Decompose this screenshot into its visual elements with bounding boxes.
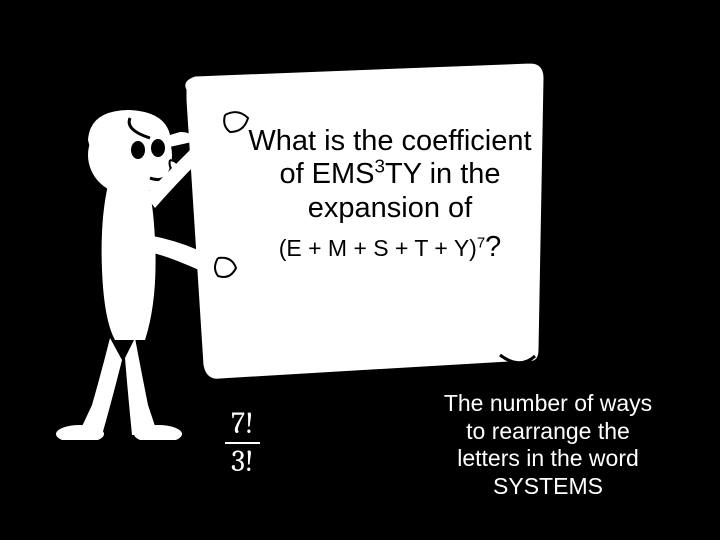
question-line-2: of EMS3TY in the: [230, 158, 550, 191]
expression-line: (E + M + S + T + Y)7?: [230, 231, 550, 264]
question-line-3: expansion of: [230, 192, 550, 225]
question-line2-pre: of EMS: [279, 158, 374, 190]
fraction-denominator: 3!: [225, 446, 260, 478]
expr-sup: 7: [477, 234, 485, 251]
fraction-numerator: 7!: [225, 408, 260, 440]
question-text-block: What is the coefficient of EMS3TY in the…: [230, 125, 550, 264]
question-line-1: What is the coefficient: [230, 125, 550, 158]
answer-text-block: The number of ways to rearrange the lett…: [408, 390, 688, 500]
answer-line-3: letters in the word: [408, 445, 688, 473]
expr-qmark: ?: [485, 231, 501, 263]
question-line2-sup: 3: [375, 156, 385, 177]
expr-pre: (E + M + S + T + Y): [279, 235, 477, 261]
question-line2-post: TY in the: [385, 158, 501, 190]
answer-line-4: SYSTEMS: [408, 473, 688, 501]
answer-line-1: The number of ways: [408, 390, 688, 418]
answer-line-2: to rearrange the: [408, 418, 688, 446]
fraction-answer: 7! 3!: [225, 408, 260, 477]
